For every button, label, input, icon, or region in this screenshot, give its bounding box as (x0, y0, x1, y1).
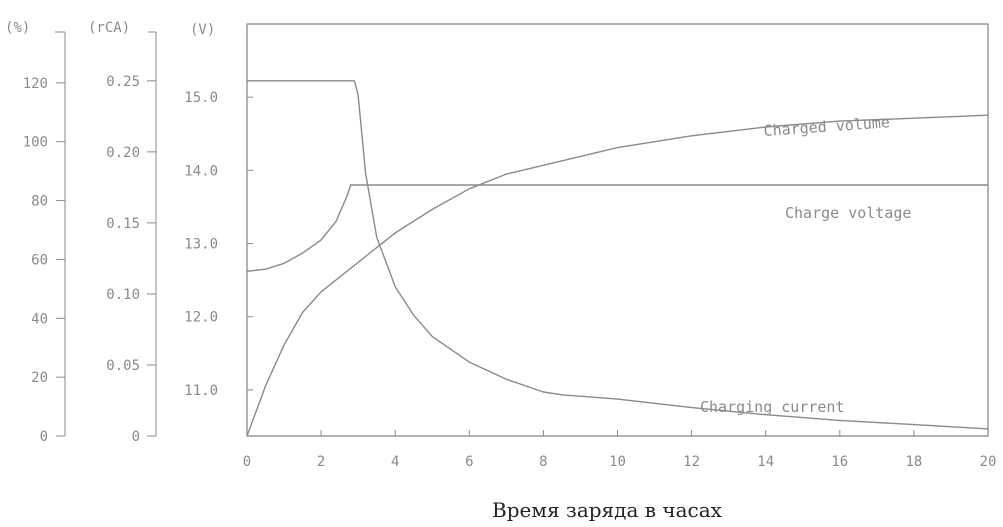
charge-voltage-label: Charge voltage (785, 204, 911, 222)
charging-current-curve (247, 80, 989, 430)
x-axis-title: Время заряда в часах (492, 498, 723, 522)
charged-volume-curve (246, 114, 989, 437)
current-axis-unit: (rCA) (88, 20, 130, 36)
voltage-tick-label: 13.0 (184, 237, 218, 253)
percent-tick-label: 100 (23, 135, 48, 151)
percent-tick-label: 80 (31, 194, 48, 210)
percent-tick-label: 120 (23, 76, 48, 92)
percent-axis-unit: (%) (5, 20, 30, 36)
voltage-tick-label: 15.0 (184, 90, 218, 106)
x-tick-label: 6 (465, 454, 473, 470)
charging-current-label: Charging current (700, 398, 845, 416)
current-tick-label: 0.05 (106, 358, 140, 374)
x-tick-label: 8 (539, 454, 547, 470)
chart-series (246, 80, 989, 437)
x-tick-label: 10 (609, 454, 626, 470)
x-tick-label: 4 (391, 454, 399, 470)
x-tick-label: 0 (243, 454, 251, 470)
voltage-axis-unit: (V) (190, 22, 215, 38)
current-tick-label: 0 (132, 429, 140, 445)
chart-axes: 0 2 4 6 8 10 12 14 16 18 20 (%) 0 20 40 60 80 100 120 (rCA)… (5, 20, 996, 470)
x-tick-label: 20 (980, 454, 997, 470)
current-tick-label: 0.15 (106, 216, 140, 232)
percent-tick-label: 60 (31, 252, 48, 268)
voltage-tick-label: 14.0 (184, 163, 218, 179)
current-tick-label: 0.25 (106, 74, 140, 90)
percent-tick-label: 20 (31, 370, 48, 386)
voltage-tick-label: 11.0 (184, 383, 218, 399)
plot-frame (246, 23, 989, 437)
x-tick-label: 16 (831, 454, 848, 470)
current-tick-label: 0.20 (106, 145, 140, 161)
x-tick-label: 2 (317, 454, 325, 470)
voltage-tick-label: 12.0 (184, 310, 218, 326)
x-tick-label: 14 (757, 454, 774, 470)
x-tick-label: 18 (905, 454, 922, 470)
percent-tick-label: 40 (31, 311, 48, 327)
charged-volume-label: Charged volume (763, 113, 890, 140)
x-tick-label: 12 (683, 454, 700, 470)
current-tick-label: 0.10 (106, 287, 140, 303)
chart-labels: Charged volume Charge voltage Charging cur… (492, 113, 911, 522)
percent-tick-label: 0 (40, 429, 48, 445)
charge-voltage-curve (246, 184, 988, 272)
